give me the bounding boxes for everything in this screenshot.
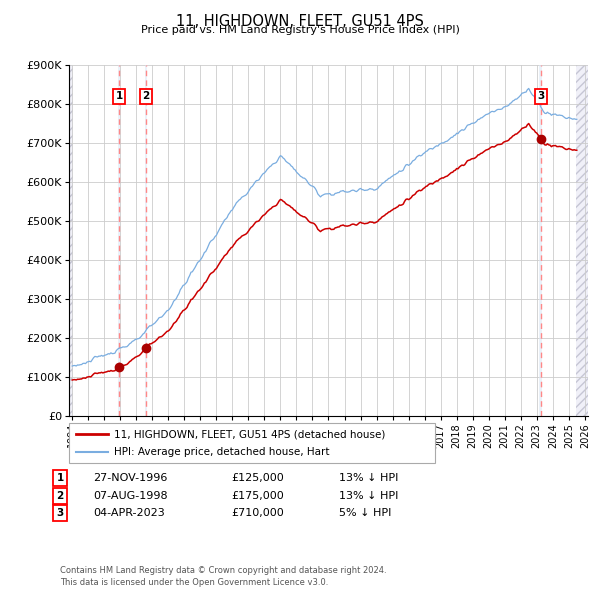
Text: 3: 3: [537, 91, 544, 101]
Bar: [539, 65, 542, 416]
Text: 11, HIGHDOWN, FLEET, GU51 4PS (detached house): 11, HIGHDOWN, FLEET, GU51 4PS (detached …: [114, 430, 385, 440]
Text: 3: 3: [56, 509, 64, 518]
Bar: [118, 65, 120, 416]
Bar: [145, 65, 147, 416]
Text: 11, HIGHDOWN, FLEET, GU51 4PS: 11, HIGHDOWN, FLEET, GU51 4PS: [176, 14, 424, 28]
Text: Contains HM Land Registry data © Crown copyright and database right 2024.
This d: Contains HM Land Registry data © Crown c…: [60, 566, 386, 587]
Text: £175,000: £175,000: [231, 491, 284, 500]
Text: 1: 1: [56, 473, 64, 483]
Text: Price paid vs. HM Land Registry's House Price Index (HPI): Price paid vs. HM Land Registry's House …: [140, 25, 460, 35]
Text: 2: 2: [56, 491, 64, 500]
Text: HPI: Average price, detached house, Hart: HPI: Average price, detached house, Hart: [114, 447, 329, 457]
Text: £710,000: £710,000: [231, 509, 284, 518]
Text: 13% ↓ HPI: 13% ↓ HPI: [339, 491, 398, 500]
Bar: [69, 65, 73, 416]
Text: 27-NOV-1996: 27-NOV-1996: [93, 473, 167, 483]
Text: 07-AUG-1998: 07-AUG-1998: [93, 491, 167, 500]
Text: £125,000: £125,000: [231, 473, 284, 483]
Bar: [575, 65, 588, 416]
Text: 1: 1: [115, 91, 122, 101]
Text: 2: 2: [142, 91, 149, 101]
Text: 5% ↓ HPI: 5% ↓ HPI: [339, 509, 391, 518]
Text: 04-APR-2023: 04-APR-2023: [93, 509, 165, 518]
Text: 13% ↓ HPI: 13% ↓ HPI: [339, 473, 398, 483]
